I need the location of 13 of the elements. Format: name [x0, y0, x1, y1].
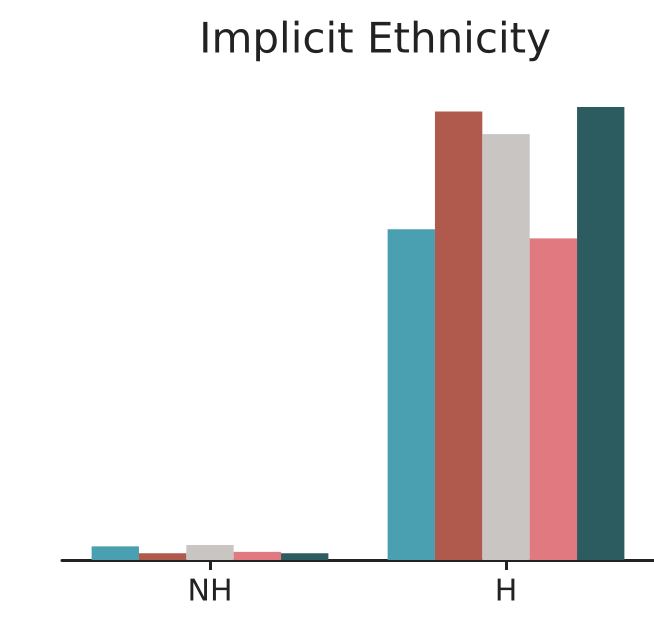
- bar: [186, 545, 234, 560]
- bar: [482, 134, 530, 560]
- x-tick-label: NH: [188, 574, 232, 608]
- x-tick-label: H: [494, 574, 518, 608]
- bar: [138, 553, 186, 560]
- bar: [234, 552, 282, 560]
- bar: [281, 553, 328, 560]
- bar: [92, 546, 139, 560]
- bar: [388, 229, 435, 560]
- chart-title: Implicit Ethnicity: [199, 14, 551, 62]
- bar: [434, 112, 482, 560]
- bar: [530, 238, 578, 560]
- bar: [577, 107, 624, 560]
